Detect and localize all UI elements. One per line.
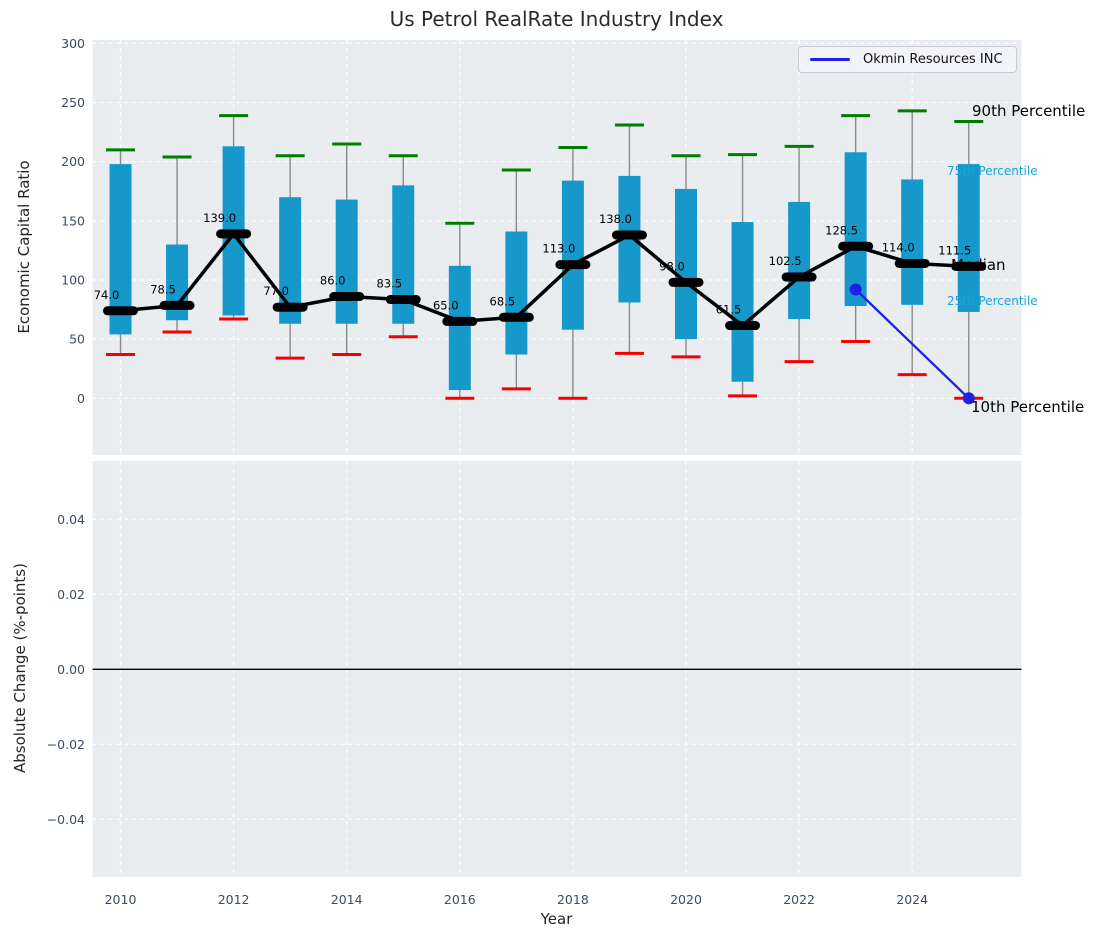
x-tick-2016: 2016: [444, 892, 476, 907]
median-value-label-2024: 114.0: [882, 240, 915, 254]
box-2013: [279, 197, 302, 324]
y-axis-label-bottom: Absolute Change (%-points): [11, 563, 29, 773]
company-line: [854, 288, 970, 400]
box-2022: [788, 201, 811, 320]
box-2016: [448, 265, 471, 391]
chart-title: Us Petrol RealRate Industry Index: [389, 7, 724, 31]
box-2018: [561, 180, 584, 330]
company-point-2025: [962, 392, 975, 405]
y-tick-bottom-4: −0.04: [47, 812, 85, 827]
median-value-label-2011: 78.5: [150, 282, 176, 296]
box-2020: [675, 188, 697, 340]
median-value-label-2015: 83.5: [376, 277, 402, 291]
median-value-label-2023: 128.5: [825, 223, 858, 237]
y-tick-top-200: 200: [61, 154, 85, 169]
label-90th-percentile: 90th Percentile: [972, 102, 1086, 120]
x-tick-2010: 2010: [105, 892, 137, 907]
x-tick-2022: 2022: [783, 892, 815, 907]
legend-line-swatch: [810, 58, 850, 61]
box-2021: [731, 222, 754, 382]
box-2015: [392, 185, 415, 324]
y-tick-top-50: 50: [69, 332, 85, 347]
y-tick-top-250: 250: [61, 95, 85, 110]
legend-label: Okmin Resources INC: [863, 52, 1003, 67]
x-tick-2018: 2018: [557, 892, 589, 907]
label-25th-percentile: 25th Percentile: [947, 294, 1038, 308]
company-point-2023: [849, 283, 862, 296]
median-value-label-2016: 65.0: [433, 298, 459, 312]
median-value-label-2010: 74.0: [94, 288, 120, 302]
label-median: Median: [951, 256, 1006, 274]
median-value-label-2020: 98.0: [659, 259, 685, 273]
median-value-label-2022: 102.5: [769, 254, 802, 268]
median-value-label-2018: 113.0: [542, 242, 575, 256]
legend: Okmin Resources INC: [798, 46, 1017, 73]
y-tick-bottom-1: 0.02: [57, 587, 85, 602]
label-75th-percentile: 75th Percentile: [947, 164, 1038, 178]
box-2024: [901, 179, 924, 305]
x-axis-label: Year: [540, 910, 573, 928]
x-tick-2014: 2014: [331, 892, 363, 907]
y-tick-top-150: 150: [61, 213, 85, 228]
median-value-label-2025: 111.5: [938, 243, 971, 257]
median-value-label-2014: 86.0: [320, 274, 346, 288]
x-tick-2020: 2020: [670, 892, 702, 907]
median-value-label-2013: 77.0: [263, 284, 289, 298]
median-value-label-2021: 61.5: [716, 303, 742, 317]
box-2010: [109, 164, 132, 335]
box-2017: [505, 231, 528, 355]
label-10th-percentile: 10th Percentile: [971, 398, 1085, 416]
y-tick-bottom-3: −0.02: [47, 737, 85, 752]
x-tick-2012: 2012: [218, 892, 250, 907]
median-value-label-2019: 138.0: [599, 212, 632, 226]
y-tick-top-100: 100: [61, 273, 85, 288]
median-value-label-2012: 139.0: [203, 211, 236, 225]
box-2023: [844, 152, 867, 307]
box-2014: [335, 199, 358, 324]
y-tick-top-300: 300: [61, 36, 85, 51]
x-tick-2024: 2024: [896, 892, 928, 907]
median-line: [120, 231, 969, 328]
y-axis-label-top: Economic Capital Ratio: [15, 160, 33, 334]
y-tick-top-0: 0: [77, 391, 85, 406]
y-tick-bottom-0: 0.04: [57, 512, 85, 527]
median-value-label-2017: 68.5: [490, 294, 516, 308]
box-2025: [957, 164, 980, 312]
y-tick-bottom-2: 0.00: [57, 662, 85, 677]
